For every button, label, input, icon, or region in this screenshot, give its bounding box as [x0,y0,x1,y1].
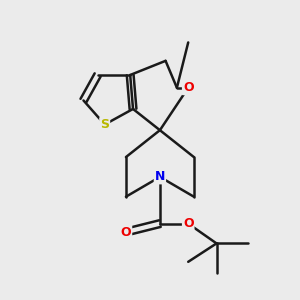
Text: O: O [183,217,194,230]
Text: O: O [183,81,194,94]
Text: S: S [100,118,109,131]
Text: O: O [121,226,131,238]
Text: N: N [155,170,165,183]
